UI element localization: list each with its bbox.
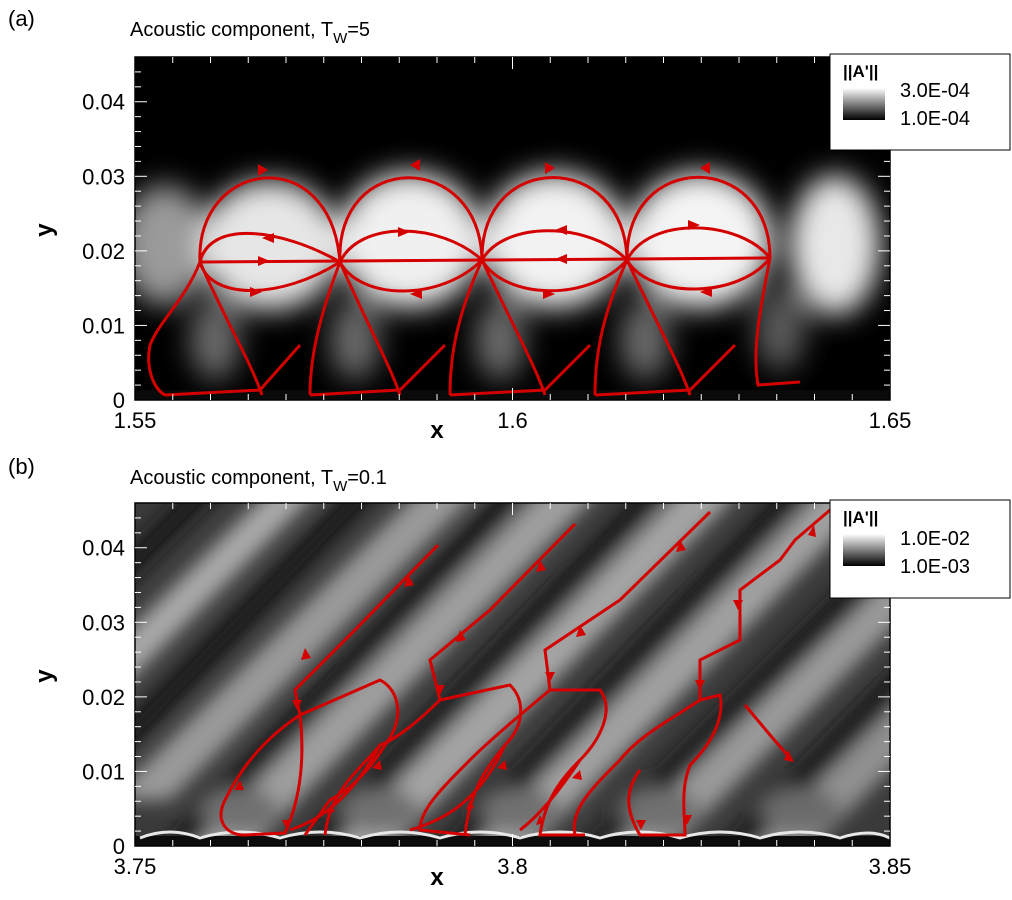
- legend-a-min-label: 1.0E-04: [900, 108, 970, 130]
- streamline-arrows-a: [250, 159, 712, 299]
- y-tick-labels-a: 0 0.01 0.02 0.03 0.04: [82, 90, 125, 413]
- y-tick-label: 0.01: [82, 759, 125, 784]
- legend-a: ||A'|| 3.0E-04 1.0E-04: [829, 53, 1011, 151]
- legend-b-title: ||A'||: [843, 508, 878, 527]
- panel-b-title: Acoustic component, TW=0.1: [130, 467, 387, 495]
- legend-b-min-label: 1.0E-03: [900, 556, 970, 578]
- legend-a-colorbar: [843, 88, 885, 120]
- legend-b: ||A'|| 1.0E-02 1.0E-03: [829, 499, 1011, 599]
- heatmap-a: [135, 57, 890, 400]
- y-tick-label: 0: [113, 388, 125, 413]
- panel-a: (a) Acoustic component, TW=5: [8, 6, 1011, 444]
- panel-a-letter: (a): [8, 6, 35, 31]
- legend-a-max-label: 3.0E-04: [900, 80, 970, 102]
- y-tick-label: 0.02: [82, 685, 125, 710]
- y-tick-label: 0.03: [82, 610, 125, 635]
- legend-b-colorbar: [843, 534, 885, 566]
- y-axis-title-b: y: [31, 669, 58, 683]
- streamline-arrows-b: [234, 525, 816, 830]
- panel-b: (b) Acoustic component, TW=0.1: [8, 454, 1011, 891]
- streamlines-a: [147, 175, 801, 397]
- x-axis-title-a: x: [430, 417, 444, 444]
- y-tick-labels-b: 0 0.01 0.02 0.03 0.04: [82, 536, 125, 859]
- x-tick-label: 1.6: [497, 408, 528, 433]
- x-tick-label: 1.65: [869, 408, 912, 433]
- y-tick-label: 0.02: [82, 239, 125, 264]
- y-tick-label: 0.03: [82, 164, 125, 189]
- x-tick-label: 3.8: [497, 854, 528, 879]
- x-tick-label: 3.75: [114, 854, 157, 879]
- x-axis-title-b: x: [430, 864, 444, 891]
- y-tick-label: 0.04: [82, 90, 125, 115]
- y-tick-label: 0: [113, 834, 125, 859]
- heatmap-b: [135, 503, 890, 846]
- y-tick-label: 0.04: [82, 536, 125, 561]
- panel-b-letter: (b): [8, 454, 35, 479]
- panel-a-title: Acoustic component, TW=5: [130, 19, 370, 47]
- x-tick-label: 3.85: [869, 854, 912, 879]
- x-tick-label: 1.55: [114, 408, 157, 433]
- legend-a-title: ||A'||: [843, 62, 878, 81]
- x-tick-labels-b: 3.75 3.8 3.85: [114, 854, 912, 879]
- y-tick-label: 0.01: [82, 313, 125, 338]
- x-tick-labels-a: 1.55 1.6 1.65: [114, 408, 912, 433]
- legend-b-max-label: 1.0E-02: [900, 528, 970, 550]
- y-axis-title-a: y: [31, 223, 58, 237]
